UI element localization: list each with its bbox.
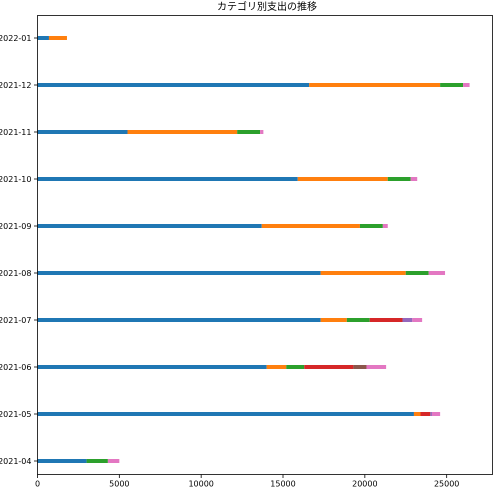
bar-segment-2021-06-s1 bbox=[266, 365, 287, 369]
ticks-layer: 2021-04 2021-05 2021-06 2021-07 2021-08 2021-… bbox=[0, 34, 459, 489]
bar-segment-2021-09-s2 bbox=[359, 224, 383, 228]
bar-segment-2021-12-s1 bbox=[309, 83, 441, 87]
y-tick-label: 2021-09 bbox=[0, 222, 32, 231]
bar-segment-2021-08-s0 bbox=[37, 271, 321, 275]
x-tick-label: 20000 bbox=[352, 480, 377, 489]
bar-segment-2021-07-s4 bbox=[402, 318, 413, 322]
bar-segment-2021-10-s6 bbox=[410, 177, 418, 181]
bar-segment-2021-12-s2 bbox=[440, 83, 464, 87]
bar-segment-2021-07-s1 bbox=[320, 318, 347, 322]
x-tick-label: 15000 bbox=[270, 480, 295, 489]
x-tick-label: 5000 bbox=[109, 480, 129, 489]
bar-segment-2021-05-s4 bbox=[430, 412, 432, 416]
bar-segment-2021-10-s0 bbox=[37, 177, 298, 181]
bar-segment-2021-09-s6 bbox=[382, 224, 388, 228]
bar-segment-2021-06-s2 bbox=[286, 365, 305, 369]
y-tick-label: 2021-04 bbox=[0, 457, 32, 466]
bar-segment-2021-11-s2 bbox=[237, 130, 261, 134]
bar-segment-2021-06-s3 bbox=[304, 365, 354, 369]
bar-segment-2021-09-s0 bbox=[37, 224, 262, 228]
bar-segment-2021-05-s1 bbox=[413, 412, 421, 416]
y-tick-label: 2021-06 bbox=[0, 363, 32, 372]
bar-segment-2021-08-s6 bbox=[428, 271, 446, 275]
bar-segment-2021-06-s5 bbox=[353, 365, 367, 369]
bar-segment-2021-10-s1 bbox=[297, 177, 388, 181]
bar-segment-2021-07-s2 bbox=[346, 318, 370, 322]
bar-segment-2021-05-s0 bbox=[37, 412, 414, 416]
y-tick-label: 2021-11 bbox=[0, 128, 32, 137]
y-tick-label: 2021-12 bbox=[0, 81, 32, 90]
y-tick-label: 2022-01 bbox=[0, 34, 32, 43]
y-tick-label: 2021-10 bbox=[0, 175, 32, 184]
bar-segment-2021-11-s0 bbox=[37, 130, 128, 134]
bar-segment-2021-12-s0 bbox=[37, 83, 310, 87]
bar-segment-2021-08-s1 bbox=[320, 271, 406, 275]
bars-layer bbox=[37, 36, 470, 463]
bar-segment-2021-07-s3 bbox=[369, 318, 403, 322]
bar-segment-2021-04-s2 bbox=[86, 459, 108, 463]
bar-segment-2021-04-s0 bbox=[37, 459, 87, 463]
bar-segment-2021-06-s6 bbox=[366, 365, 387, 369]
plot-frame bbox=[37, 15, 493, 475]
bar-segment-2021-11-s1 bbox=[127, 130, 238, 134]
bar-segment-2021-11-s6 bbox=[260, 130, 264, 134]
bar-segment-2021-05-s6 bbox=[431, 412, 441, 416]
x-tick-label: 25000 bbox=[434, 480, 459, 489]
bar-segment-2021-09-s1 bbox=[261, 224, 360, 228]
bar-segment-2021-07-s0 bbox=[37, 318, 321, 322]
bar-segment-2021-08-s2 bbox=[405, 271, 429, 275]
y-tick-label: 2021-08 bbox=[0, 269, 32, 278]
chart-title: カテゴリ別支出の推移 bbox=[217, 0, 317, 13]
y-tick-label: 2021-05 bbox=[0, 410, 32, 419]
bar-segment-2021-07-s6 bbox=[412, 318, 423, 322]
bar-segment-2021-12-s6 bbox=[463, 83, 470, 87]
bar-segment-2021-10-s2 bbox=[387, 177, 411, 181]
bar-segment-2022-01-s1 bbox=[48, 36, 67, 40]
bar-segment-2021-05-s3 bbox=[420, 412, 431, 416]
bar-segment-2021-06-s0 bbox=[37, 365, 267, 369]
x-tick-label: 10000 bbox=[188, 480, 213, 489]
y-tick-label: 2021-07 bbox=[0, 316, 32, 325]
x-tick-label: 0 bbox=[35, 480, 40, 489]
bar-segment-2022-01-s0 bbox=[37, 36, 49, 40]
bar-segment-2021-04-s6 bbox=[107, 459, 120, 463]
